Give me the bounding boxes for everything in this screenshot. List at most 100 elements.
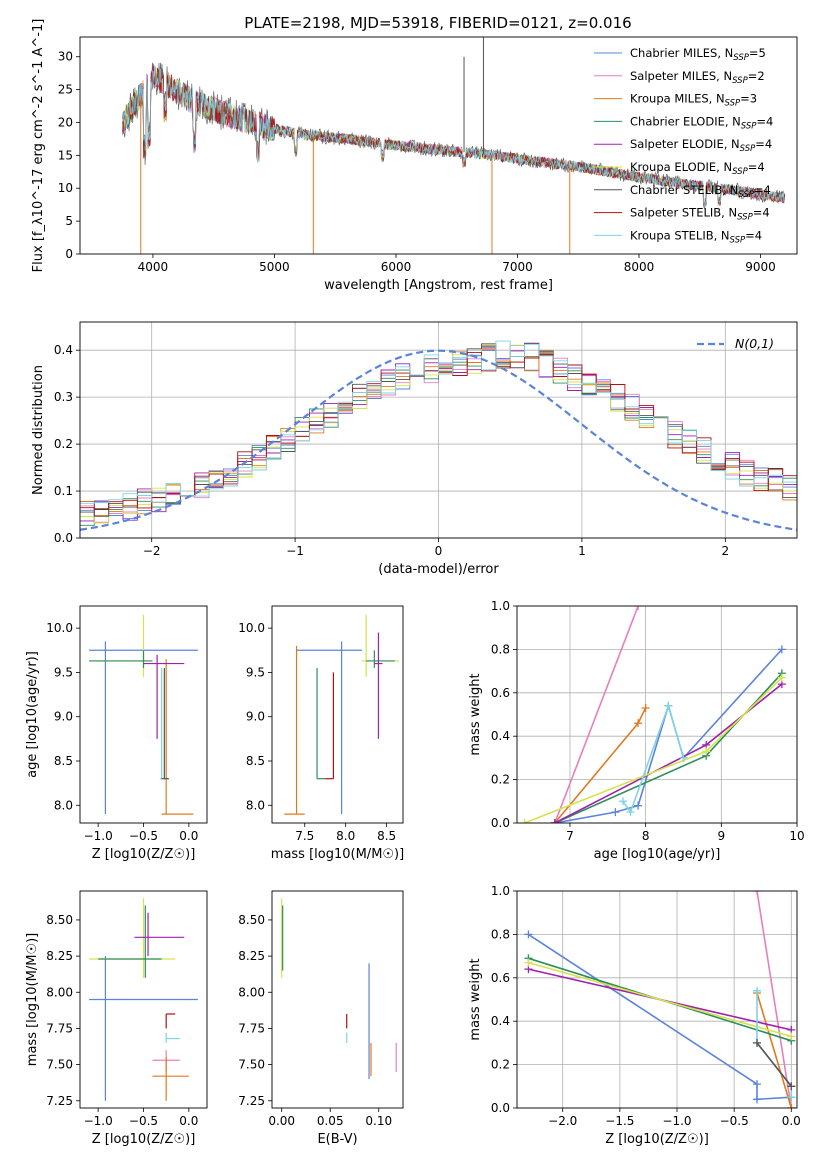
legend-label: Salpeter ELODIE, NSSP=4: [630, 137, 772, 154]
x-tick-label: −0.5: [129, 829, 158, 843]
y-tick-label: 30: [58, 50, 73, 64]
axes-frame: [79, 605, 208, 824]
plot-area: [122, 37, 785, 254]
weight-marker: [787, 1082, 796, 1091]
legend-label: Salpeter STELIB, NSSP=4: [630, 206, 770, 223]
y-tick-label: 8.25: [46, 949, 73, 963]
weight-marker: [753, 986, 761, 995]
y-tick-label: 0.6: [491, 686, 510, 700]
axes-frame: [516, 890, 798, 1109]
plot-area: [89, 898, 198, 1101]
panel-massweight_vs_age: 7 8 9 10 0.0 0.2 0.4 0.6 0.8 1.0 age [log10(age/yr…: [468, 599, 805, 862]
weight-line: [554, 648, 783, 823]
spectrum-line: [122, 62, 785, 210]
weight-marker: [524, 930, 533, 939]
x-tick-label: 4000: [138, 260, 169, 274]
x-tick-label: 0.0: [179, 829, 198, 843]
axes-frame: [79, 890, 208, 1109]
x-tick-label: 8.5: [377, 829, 396, 843]
weight-line: [527, 933, 792, 1101]
axes-frame: [271, 605, 404, 824]
panel-mass_vs_Z: −1.0 −0.5 0.0 7.25 7.50 7.75 8.00 8.25 8.50 Z [lo…: [25, 890, 208, 1147]
y-tick-label: 9.0: [54, 710, 73, 724]
y-tick-label: 8.0: [246, 798, 265, 812]
y-tick-label: 7.25: [46, 1094, 73, 1108]
y-axis-label: Normed distribution: [31, 365, 46, 495]
legend-label: Kroupa STELIB, NSSP=4: [630, 228, 762, 245]
normal-curve: [80, 349, 797, 531]
y-tick-label: 0.0: [491, 1101, 510, 1115]
legend-label: Kroupa ELODIE, NSSP=4: [630, 160, 765, 177]
weight-marker: [664, 701, 673, 710]
weight-line: [756, 891, 793, 1108]
weight-marker: [753, 1080, 761, 1089]
y-tick-label: 7.25: [238, 1094, 265, 1108]
plot-area: [284, 614, 399, 815]
y-tick-label: 0.6: [491, 971, 510, 985]
panel-residuals: −2 −1 0 1 2 0.0 0.1 0.2 0.3 0.4 (data-model)/error…: [31, 321, 798, 577]
plot-area: [80, 340, 797, 531]
y-tick-label: 7.50: [238, 1058, 265, 1072]
x-tick-label: −1.0: [84, 1114, 113, 1128]
axes-frame: [271, 890, 404, 1109]
x-axis-label: (data-model)/error: [378, 562, 499, 577]
weight-marker: [634, 801, 643, 810]
weight-marker: [753, 1095, 761, 1104]
x-tick-label: 6000: [381, 260, 412, 274]
weight-marker: [641, 703, 650, 712]
axes-frame: [516, 605, 798, 824]
y-tick-label: 0.8: [491, 642, 510, 656]
y-tick-label: 0.4: [491, 729, 510, 743]
panel-age_vs_mass: 7.5 8.0 8.5 8.0 8.5 9.0 9.5 10.0 mass [log10(M/M…: [238, 605, 404, 862]
y-tick-label: 0.0: [491, 816, 510, 830]
weight-line: [554, 672, 783, 823]
y-tick-label: 0.2: [491, 1058, 510, 1072]
x-axis-label: E(B-V): [317, 1132, 357, 1147]
y-tick-label: 7.50: [46, 1058, 73, 1072]
x-tick-label: 0.05: [317, 1114, 344, 1128]
x-tick-label: 0.00: [268, 1114, 295, 1128]
x-tick-label: −1.5: [605, 1114, 634, 1128]
legend: N(0,1): [697, 336, 774, 351]
x-tick-label: −0.5: [129, 1114, 158, 1128]
panel-massweight_vs_Z: −2.0 −1.5 −1.0 −0.5 0.0 0.0 0.2 0.4 0.6 0.8 1.0 Z […: [468, 884, 801, 1147]
y-tick-label: 10.0: [46, 621, 73, 635]
plot-area: [524, 891, 796, 1108]
x-tick-label: −1.0: [662, 1114, 691, 1128]
y-tick-label: 8.5: [246, 754, 265, 768]
weight-line: [756, 1042, 792, 1087]
x-axis-label: Z [log10(Z/Z☉)]: [605, 1132, 709, 1147]
x-tick-label: 0: [435, 544, 443, 558]
y-tick-label: 25: [58, 83, 73, 97]
y-axis-label: mass [log10(M/M☉)]: [25, 933, 40, 1066]
y-tick-label: 5: [65, 214, 73, 228]
panel-spectrum: 4000 5000 6000 7000 8000 9000 0 5 10 15 20 25 30 wave…: [31, 19, 798, 293]
panel-age_vs_Z: −1.0 −0.5 0.0 8.0 8.5 9.0 9.5 10.0 Z [log10(Z/Z☉…: [25, 605, 208, 862]
y-tick-label: 0.3: [54, 390, 73, 404]
spectrum-line: [122, 65, 785, 209]
y-tick-label: 0.2: [491, 773, 510, 787]
weight-line: [756, 990, 793, 1098]
y-tick-label: 9.5: [54, 665, 73, 679]
legend-label: Chabrier STELIB, NSSP=4: [630, 183, 771, 200]
x-tick-label: 8000: [624, 260, 655, 274]
y-tick-label: 15: [58, 148, 73, 162]
weight-marker: [520, 819, 529, 823]
y-tick-label: 8.0: [54, 798, 73, 812]
x-tick-label: 0.0: [782, 1114, 801, 1128]
x-tick-label: 0.10: [365, 1114, 392, 1128]
weight-marker: [634, 719, 643, 728]
x-axis-label: wavelength [Angstrom, rest frame]: [324, 278, 553, 293]
x-tick-label: −1.0: [84, 829, 113, 843]
y-tick-label: 9.5: [246, 665, 265, 679]
weight-marker: [524, 958, 533, 967]
y-tick-label: 10: [58, 181, 73, 195]
y-tick-label: 8.50: [238, 913, 265, 927]
y-axis-label: Flux [f_λ10^-17 erg cm^-2 s^-1 A^-1]: [31, 19, 46, 273]
weight-marker: [702, 747, 711, 756]
weight-marker: [634, 606, 643, 610]
legend-label: Salpeter MILES, NSSP=2: [630, 69, 765, 86]
y-tick-label: 0.0: [54, 531, 73, 545]
figure-title: PLATE=2198, MJD=53918, FIBERID=0121, z=0…: [244, 14, 631, 32]
